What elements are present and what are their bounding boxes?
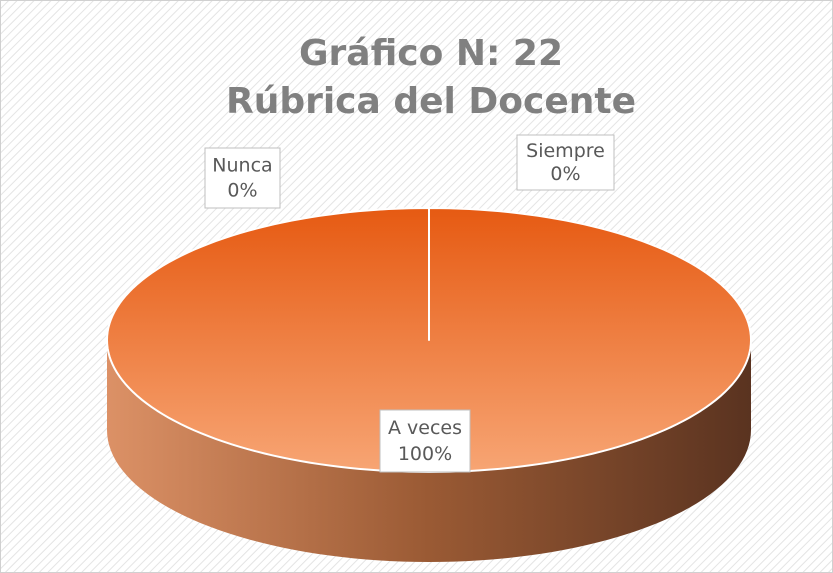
- data-label-category: A veces: [388, 417, 462, 439]
- chart-title: Gráfico N: 22 Rúbrica del Docente: [225, 33, 637, 122]
- pie: [106, 207, 752, 562]
- data-label-box: [204, 147, 281, 209]
- data-label-box: [379, 409, 471, 473]
- data-label-value: 0%: [227, 180, 257, 202]
- data-label-category: Siempre: [526, 140, 605, 162]
- data-label-value: 0%: [550, 163, 580, 185]
- data-label-box: [516, 134, 615, 191]
- data-label-value: 100%: [398, 443, 452, 465]
- data-label-category: Nunca: [212, 155, 272, 177]
- pie-side: [107, 340, 751, 562]
